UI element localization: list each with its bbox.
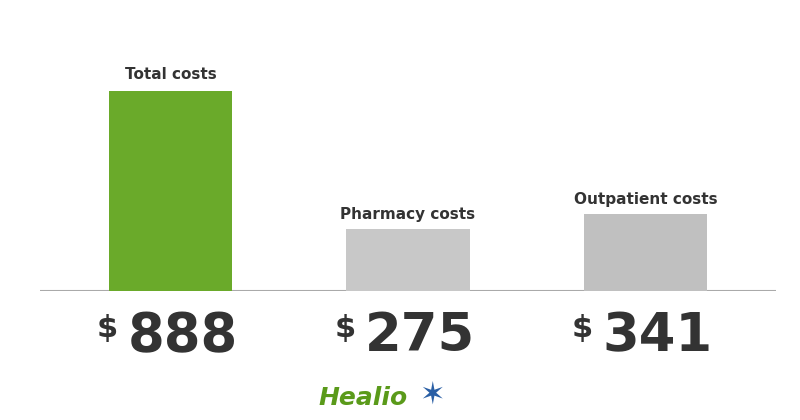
Text: Outpatient costs: Outpatient costs: [574, 192, 718, 207]
Text: $: $: [334, 314, 356, 343]
Text: ✶: ✶: [419, 381, 445, 410]
Text: Cost reductions among patients on Medicare with mepolizumab: Cost reductions among patients on Medica…: [77, 21, 723, 39]
Text: $: $: [97, 314, 118, 343]
Text: 341: 341: [602, 310, 712, 362]
Text: 275: 275: [365, 310, 475, 362]
Text: Total costs: Total costs: [125, 67, 217, 82]
Text: 888: 888: [127, 310, 238, 362]
Text: Pharmacy costs: Pharmacy costs: [341, 207, 475, 222]
Text: $: $: [572, 314, 593, 343]
Bar: [584, 214, 707, 291]
Text: Healio: Healio: [319, 386, 408, 410]
Bar: [346, 229, 470, 291]
Bar: [109, 91, 232, 291]
